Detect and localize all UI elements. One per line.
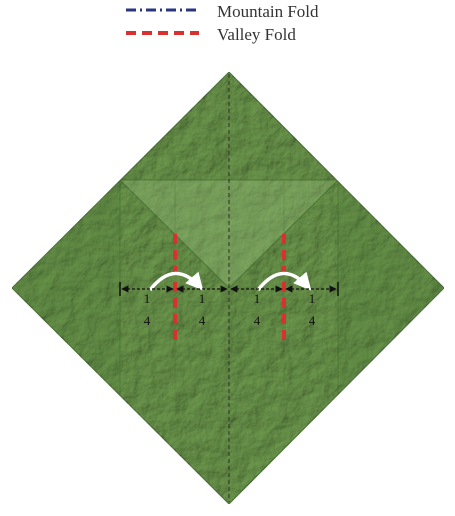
valley-fold-label: Valley Fold (217, 25, 296, 44)
fraction-labels: 1 4 1 4 1 4 1 4 (144, 291, 316, 328)
left-side-panel (12, 180, 120, 396)
fraction-numerator: 1 (254, 291, 261, 306)
right-side-panel (338, 180, 444, 396)
curved-fold-arrow-icon (256, 271, 312, 292)
curved-fold-arrow-icon (148, 271, 204, 292)
mountain-fold-label: Mountain Fold (217, 2, 319, 21)
fraction-numerator: 1 (144, 291, 151, 306)
fraction-denominator: 4 (199, 313, 206, 328)
paper-model (11, 71, 445, 505)
fraction-denominator: 4 (144, 313, 151, 328)
fraction-numerator: 1 (309, 291, 316, 306)
fraction-denominator: 4 (254, 313, 261, 328)
fraction-denominator: 4 (309, 313, 316, 328)
dimension-arrows (119, 282, 339, 296)
fraction-numerator: 1 (199, 291, 206, 306)
legend: Mountain Fold Valley Fold (126, 2, 319, 44)
